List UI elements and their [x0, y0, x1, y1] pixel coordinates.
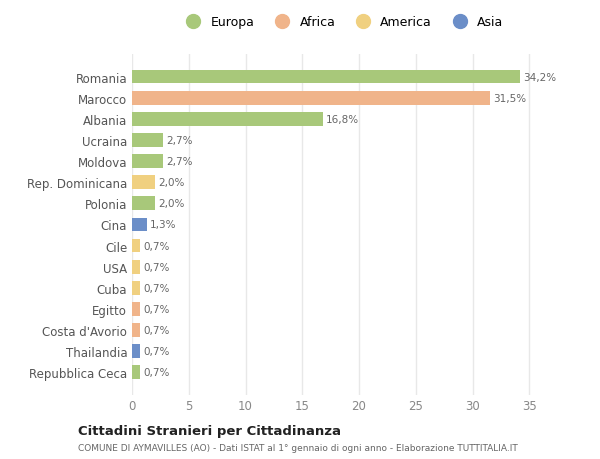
Bar: [132, 197, 155, 211]
Bar: [132, 239, 140, 253]
Bar: [132, 155, 163, 168]
Text: 0,7%: 0,7%: [143, 347, 170, 356]
Text: Cittadini Stranieri per Cittadinanza: Cittadini Stranieri per Cittadinanza: [78, 424, 341, 437]
Bar: [132, 92, 490, 105]
Bar: [132, 366, 140, 379]
Bar: [132, 260, 140, 274]
Text: 0,7%: 0,7%: [143, 368, 170, 377]
Text: 16,8%: 16,8%: [326, 115, 359, 124]
Text: 2,7%: 2,7%: [166, 135, 193, 146]
Text: 0,7%: 0,7%: [143, 304, 170, 314]
Bar: [132, 324, 140, 337]
Text: COMUNE DI AYMAVILLES (AO) - Dati ISTAT al 1° gennaio di ogni anno - Elaborazione: COMUNE DI AYMAVILLES (AO) - Dati ISTAT a…: [78, 443, 518, 452]
Text: 0,7%: 0,7%: [143, 241, 170, 251]
Text: 0,7%: 0,7%: [143, 262, 170, 272]
Text: 2,0%: 2,0%: [158, 178, 184, 188]
Bar: [132, 302, 140, 316]
Bar: [132, 134, 163, 147]
Text: 2,0%: 2,0%: [158, 199, 184, 209]
Bar: [132, 281, 140, 295]
Text: 34,2%: 34,2%: [524, 73, 557, 82]
Text: 2,7%: 2,7%: [166, 157, 193, 167]
Legend: Europa, Africa, America, Asia: Europa, Africa, America, Asia: [178, 14, 506, 32]
Bar: [132, 71, 520, 84]
Text: 0,7%: 0,7%: [143, 325, 170, 335]
Bar: [132, 176, 155, 190]
Text: 1,3%: 1,3%: [150, 220, 176, 230]
Text: 0,7%: 0,7%: [143, 283, 170, 293]
Bar: [132, 218, 147, 232]
Text: 31,5%: 31,5%: [493, 94, 526, 103]
Bar: [132, 112, 323, 126]
Bar: [132, 345, 140, 358]
